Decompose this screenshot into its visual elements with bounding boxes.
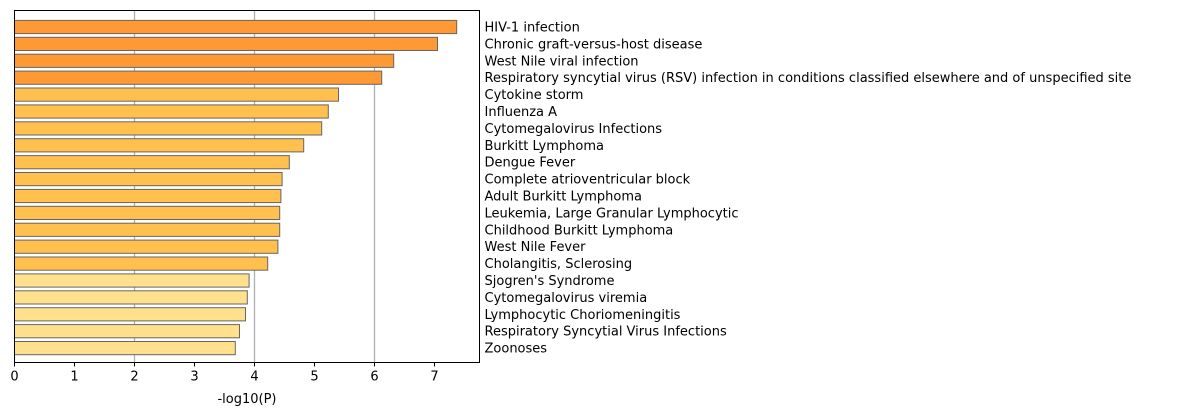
- category-label: Adult Burkitt Lymphoma: [485, 190, 642, 205]
- category-label: Respiratory syncytial virus (RSV) infect…: [485, 71, 1132, 86]
- category-label: Lymphocytic Choriomeningitis: [485, 308, 681, 323]
- bar: [14, 121, 323, 136]
- x-axis-ticks: 0 1 2 3 4 5 6 7: [10, 362, 439, 385]
- category-label: Complete atrioventricular block: [485, 173, 691, 188]
- tick-label: 1: [70, 370, 78, 385]
- tick-label: 6: [370, 370, 378, 385]
- bar: [14, 307, 246, 322]
- category-label: Cytomegalovirus viremia: [485, 291, 648, 306]
- tick-label: 5: [310, 370, 318, 385]
- plot-frame: [14, 10, 480, 363]
- bar: [14, 188, 282, 204]
- category-label: Sjogren's Syndrome: [485, 274, 615, 289]
- bar: [14, 341, 236, 356]
- bar: [14, 36, 438, 51]
- bars: [14, 19, 458, 356]
- bar: [14, 324, 240, 339]
- bar: [14, 138, 305, 153]
- bar: [14, 205, 281, 221]
- bar: [14, 19, 458, 35]
- category-label: Cytokine storm: [485, 88, 584, 103]
- tick-label: 0: [10, 370, 18, 385]
- category-label: Dengue Fever: [485, 156, 576, 171]
- category-label: West Nile viral infection: [485, 54, 639, 69]
- tick-label: 3: [190, 370, 198, 385]
- category-label: Childhood Burkitt Lymphoma: [485, 223, 674, 238]
- bar: [14, 239, 279, 254]
- bar: [14, 172, 283, 187]
- category-label: Cholangitis, Sclerosing: [485, 257, 633, 272]
- category-label: Burkitt Lymphoma: [485, 139, 604, 154]
- tick-label: 2: [130, 370, 138, 385]
- bar: [14, 87, 339, 102]
- category-label: Chronic graft-versus-host disease: [485, 37, 703, 52]
- category-label: Influenza A: [485, 105, 558, 120]
- category-label: Zoonoses: [485, 342, 548, 357]
- bar: [14, 70, 383, 85]
- x-axis-label: -log10(P): [217, 392, 276, 407]
- bar: [14, 104, 329, 119]
- bar: [14, 256, 269, 271]
- category-label: Respiratory Syncytial Virus Infections: [485, 325, 727, 340]
- tick-label: 7: [430, 370, 438, 385]
- category-label: West Nile Fever: [485, 240, 587, 255]
- bar: [14, 273, 250, 288]
- bar: [14, 53, 395, 68]
- category-label: Leukemia, Large Granular Lymphocytic: [485, 206, 739, 221]
- category-label: HIV-1 infection: [485, 21, 580, 36]
- tick-label: 4: [250, 370, 258, 385]
- bar: [14, 155, 290, 170]
- bar: [14, 222, 281, 237]
- category-label: Cytomegalovirus Infections: [485, 122, 663, 137]
- bar: [14, 290, 248, 305]
